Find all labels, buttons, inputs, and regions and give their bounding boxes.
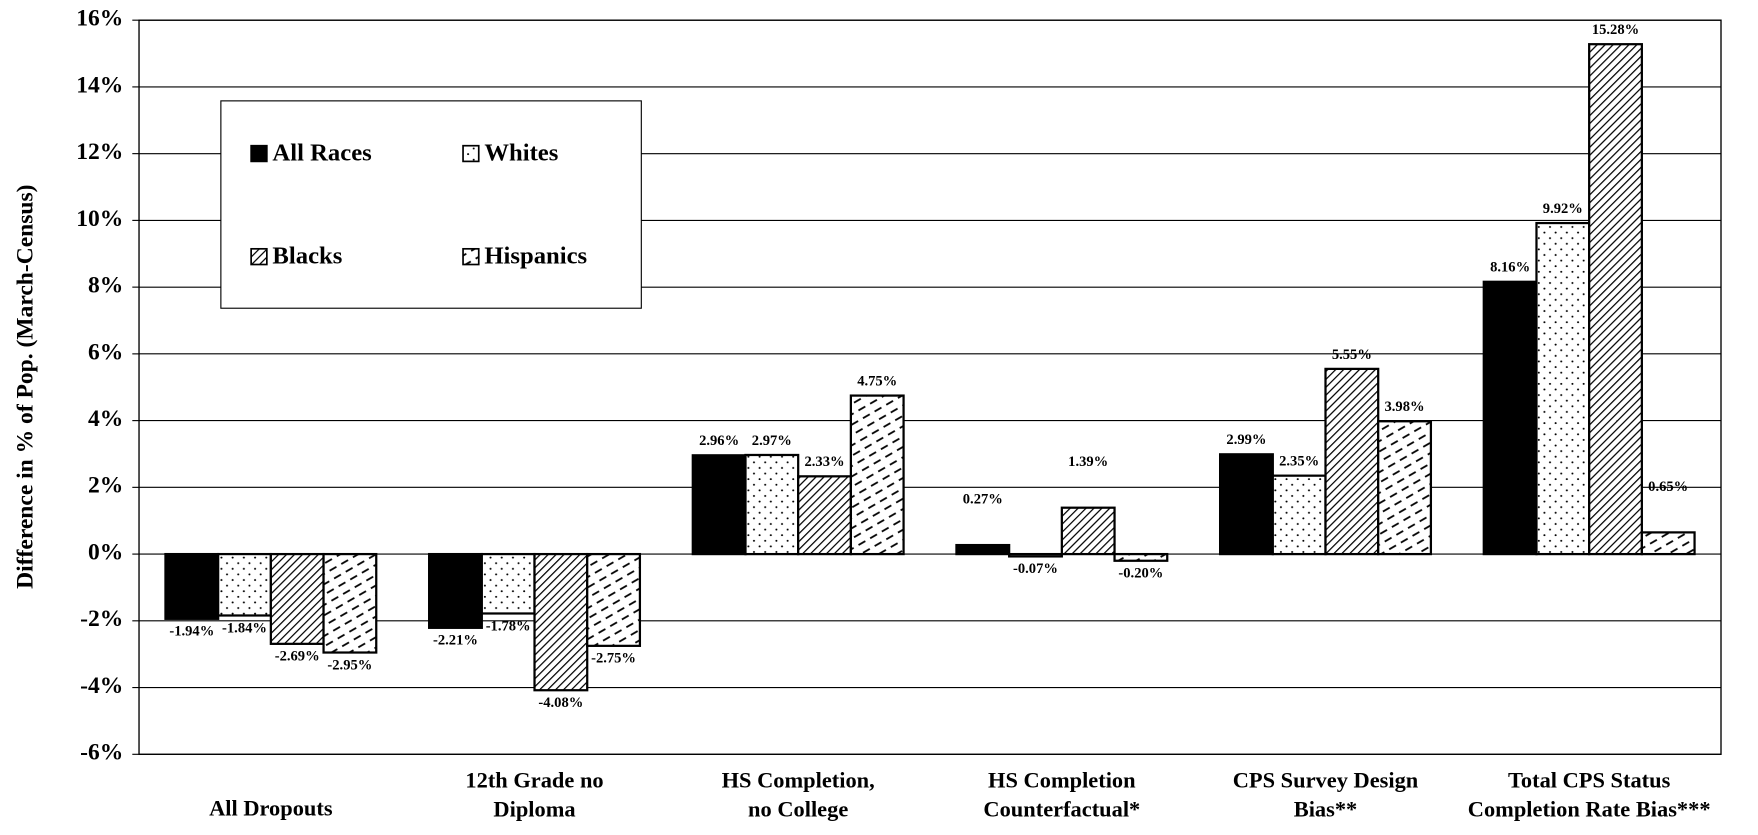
value-label: -1.94% <box>169 624 214 640</box>
bar <box>428 552 483 629</box>
bar <box>1482 280 1538 556</box>
bar <box>1113 552 1169 562</box>
bar <box>1640 531 1696 556</box>
value-label: 15.28% <box>1592 22 1639 38</box>
value-label: 9.92% <box>1543 201 1583 217</box>
value-label: 4.75% <box>857 373 897 389</box>
value-label: 2.96% <box>699 433 739 449</box>
value-label: 8.16% <box>1490 260 1530 276</box>
y-tick-label: 12% <box>76 139 123 165</box>
legend-swatch <box>250 144 268 163</box>
value-label: -0.07% <box>1013 561 1058 577</box>
bar <box>480 552 536 615</box>
bar <box>533 552 589 692</box>
legend-label: Whites <box>484 139 558 166</box>
y-tick-label: 8% <box>88 273 123 299</box>
bar <box>1060 506 1116 556</box>
legend-label: All Races <box>272 139 371 166</box>
value-label: -2.95% <box>327 657 372 673</box>
bar <box>1377 420 1433 556</box>
bar <box>1535 221 1591 556</box>
value-label: -4.08% <box>538 695 583 711</box>
value-label: 2.97% <box>752 433 792 449</box>
value-label: -0.20% <box>1118 566 1163 582</box>
y-tick-label: -6% <box>80 740 123 766</box>
y-tick-label: 14% <box>76 72 123 98</box>
value-label: 0.65% <box>1648 479 1688 495</box>
x-tick-label: 12th Grade no Diploma <box>465 767 603 821</box>
legend-label: Blacks <box>272 242 342 269</box>
bar <box>1218 453 1274 556</box>
bar <box>322 552 378 654</box>
bar <box>744 453 800 556</box>
y-tick-label: 4% <box>88 406 123 432</box>
bar <box>217 552 272 617</box>
bar <box>797 475 852 556</box>
y-axis-title: Difference in % of Pop. (March-Census) <box>12 185 38 589</box>
bar <box>849 394 905 556</box>
bar <box>1588 43 1643 556</box>
x-tick-label: HS Completion Counterfactual* <box>983 767 1140 821</box>
value-label: -2.21% <box>433 633 478 649</box>
y-tick-label: 10% <box>76 206 123 232</box>
value-label: 0.27% <box>963 492 1003 508</box>
y-tick-label: -2% <box>80 606 123 632</box>
x-tick-label: HS Completion, no College <box>722 767 875 821</box>
bar <box>164 552 220 620</box>
value-label: 2.35% <box>1279 454 1319 470</box>
value-label: 1.39% <box>1068 454 1108 470</box>
x-tick-label: All Dropouts <box>209 795 333 820</box>
x-tick-label: CPS Survey Design Bias** <box>1233 767 1419 821</box>
value-label: -2.69% <box>275 649 320 665</box>
value-label: 5.55% <box>1332 347 1372 363</box>
legend-label: Hispanics <box>484 242 587 269</box>
value-label: -1.84% <box>222 620 267 636</box>
bar <box>586 552 642 647</box>
plot-frame <box>138 19 1722 755</box>
legend-box <box>220 100 642 309</box>
value-label: -2.75% <box>591 651 636 667</box>
bar <box>1324 367 1380 556</box>
y-tick-label: 6% <box>88 339 123 365</box>
y-tick-label: 16% <box>76 6 123 32</box>
x-tick-label: Total CPS Status Completion Rate Bias*** <box>1468 767 1711 821</box>
value-label: -1.78% <box>486 618 531 634</box>
y-tick-label: 2% <box>88 473 123 499</box>
legend-swatch <box>250 247 268 266</box>
value-label: 2.99% <box>1226 432 1266 448</box>
bar <box>1008 552 1063 558</box>
bar <box>691 454 747 556</box>
value-label: 2.33% <box>805 454 845 470</box>
bar <box>269 552 325 645</box>
bar <box>955 543 1011 556</box>
legend-swatch <box>462 247 480 266</box>
y-tick-label: 0% <box>88 539 123 565</box>
y-tick-label: -4% <box>80 673 123 699</box>
legend-swatch <box>462 144 480 163</box>
bar <box>1271 474 1327 556</box>
value-label: 3.98% <box>1385 399 1425 415</box>
